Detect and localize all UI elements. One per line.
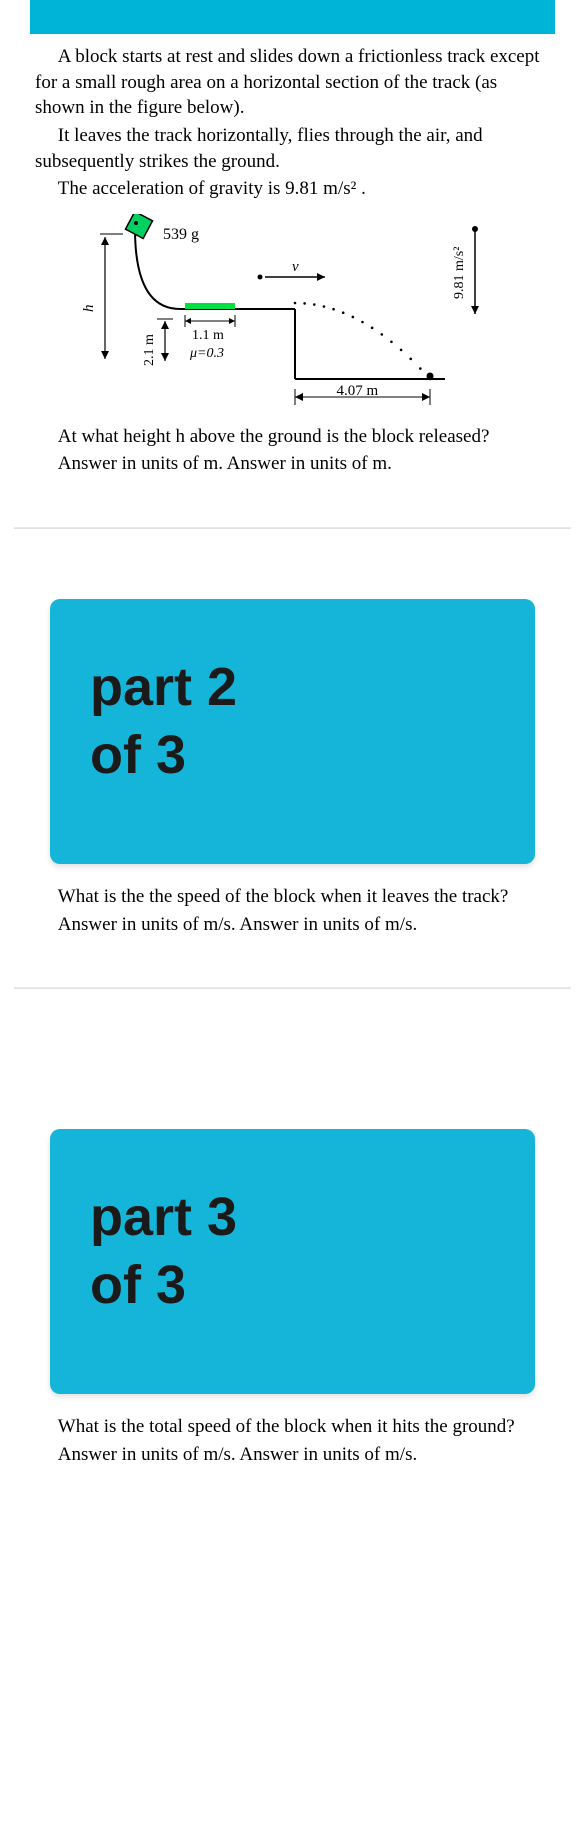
svg-text:v: v	[292, 259, 299, 275]
part1-question: At what height h above the ground is the…	[0, 424, 585, 477]
answer-units-1: Answer in units of m. Answer in units of…	[35, 451, 550, 477]
svg-text:9.81 m/s²: 9.81 m/s²	[452, 246, 467, 298]
part2-question: What is the the speed of the block when …	[0, 884, 585, 937]
svg-text:2.1 m: 2.1 m	[142, 334, 157, 366]
header-accent-bar	[30, 0, 555, 34]
part1-text: A block starts at rest and slides down a…	[0, 44, 585, 202]
svg-text:4.07 m: 4.07 m	[337, 383, 379, 399]
diagram-container: h 2.1 m 1.1 m μ=0.3 539 g v 4.07 m 9.81 m/s²	[0, 204, 585, 424]
answer-units-3: Answer in units of m/s. Answer in units …	[35, 1442, 550, 1468]
part2-title-b: of 3	[90, 722, 495, 790]
question-3: What is the total speed of the block whe…	[35, 1414, 550, 1440]
svg-text:1.1 m: 1.1 m	[192, 328, 224, 343]
question-2: What is the the speed of the block when …	[35, 884, 550, 910]
answer-units-2: Answer in units of m/s. Answer in units …	[35, 912, 550, 938]
para-3: The acceleration of gravity is 9.81 m/s²…	[35, 176, 550, 202]
para-1: A block starts at rest and slides down a…	[35, 44, 550, 121]
divider-2	[14, 987, 571, 989]
part2-card: part 2 of 3	[50, 599, 535, 864]
part3-title-a: part 3	[90, 1184, 495, 1252]
part2-title-a: part 2	[90, 654, 495, 722]
para-2: It leaves the track horizontally, flies …	[35, 123, 550, 174]
part3-question: What is the total speed of the block whe…	[0, 1414, 585, 1467]
question-1: At what height h above the ground is the…	[35, 424, 550, 450]
part3-card: part 3 of 3	[50, 1129, 535, 1394]
svg-text:h: h	[81, 304, 97, 312]
part3-title-b: of 3	[90, 1252, 495, 1320]
divider-1	[14, 527, 571, 529]
physics-diagram: h 2.1 m 1.1 m μ=0.3 539 g v 4.07 m 9.81 m/s²	[35, 214, 495, 414]
svg-text:539 g: 539 g	[163, 226, 199, 243]
svg-text:μ=0.3: μ=0.3	[189, 346, 224, 361]
